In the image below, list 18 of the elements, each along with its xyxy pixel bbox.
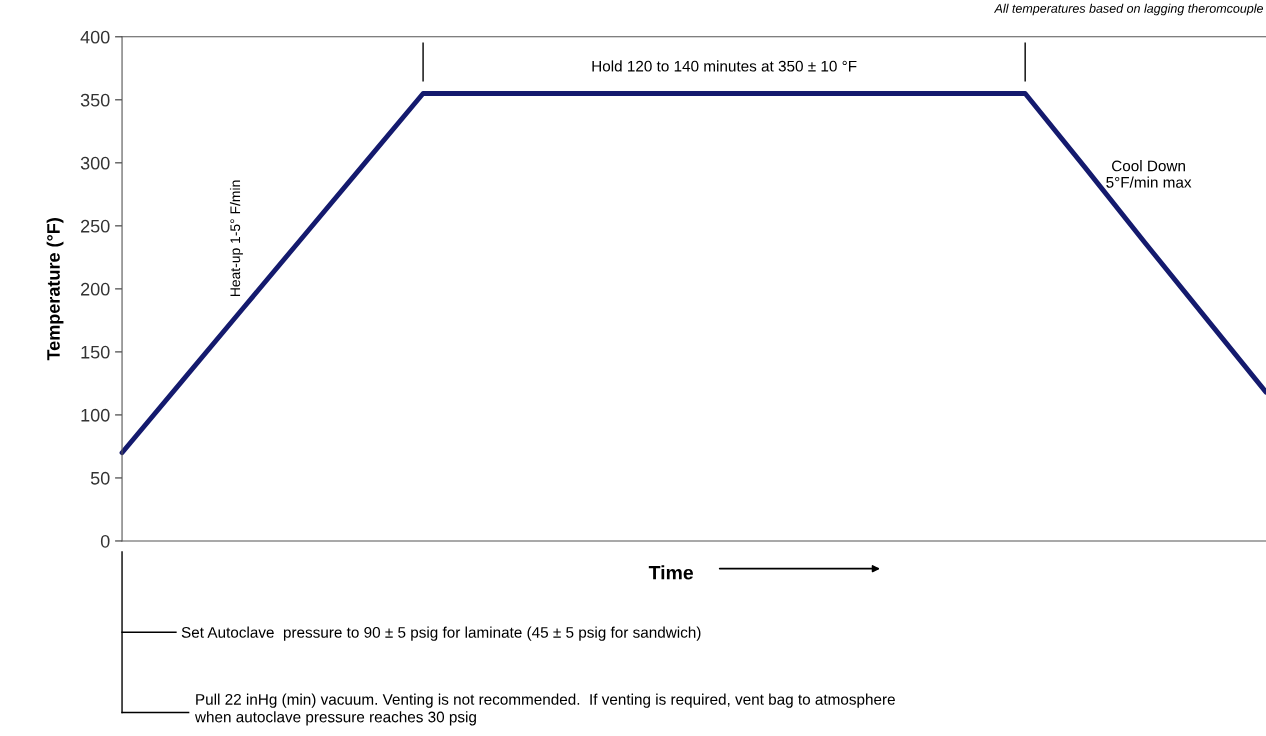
y-tick-label: 50 — [90, 471, 110, 485]
text: All temperatures based on lagging theromcouple — [993, 3, 1264, 16]
y-tick-label: 150 — [81, 345, 110, 359]
text: Pull 22 inHg (min) vacuum. Venting is not recommended. If venting is required, vent bag to atmosphere when autoclave pressure reaches 30 psig — [194, 693, 895, 726]
annotation: Hold 120 to 140 minutes at 350 ± 10 °F — [592, 60, 857, 72]
annotation: Heat-up 1-5° F/min — [229, 180, 243, 297]
y-tick-label: 350 — [80, 93, 110, 107]
y-tick-label: 100 — [81, 408, 110, 422]
y-tick-label: 300 — [80, 156, 110, 170]
y-tick-label: 0 — [100, 534, 110, 548]
y-axis-title: Temperature (°F) — [46, 218, 64, 361]
x-axis-title: Time — [648, 565, 693, 580]
line-series — [119, 91, 1266, 456]
y-tick-label: 400 — [80, 30, 110, 44]
text: Set Autoclave pressure to 90 ± 5 psig for laminate (45 ± 5 psig for sandwich) — [181, 626, 701, 641]
annotation: Cool Down 5°F/min max — [1106, 160, 1192, 188]
y-tick-label: 200 — [81, 282, 110, 296]
y-tick-label: 250 — [81, 219, 110, 233]
